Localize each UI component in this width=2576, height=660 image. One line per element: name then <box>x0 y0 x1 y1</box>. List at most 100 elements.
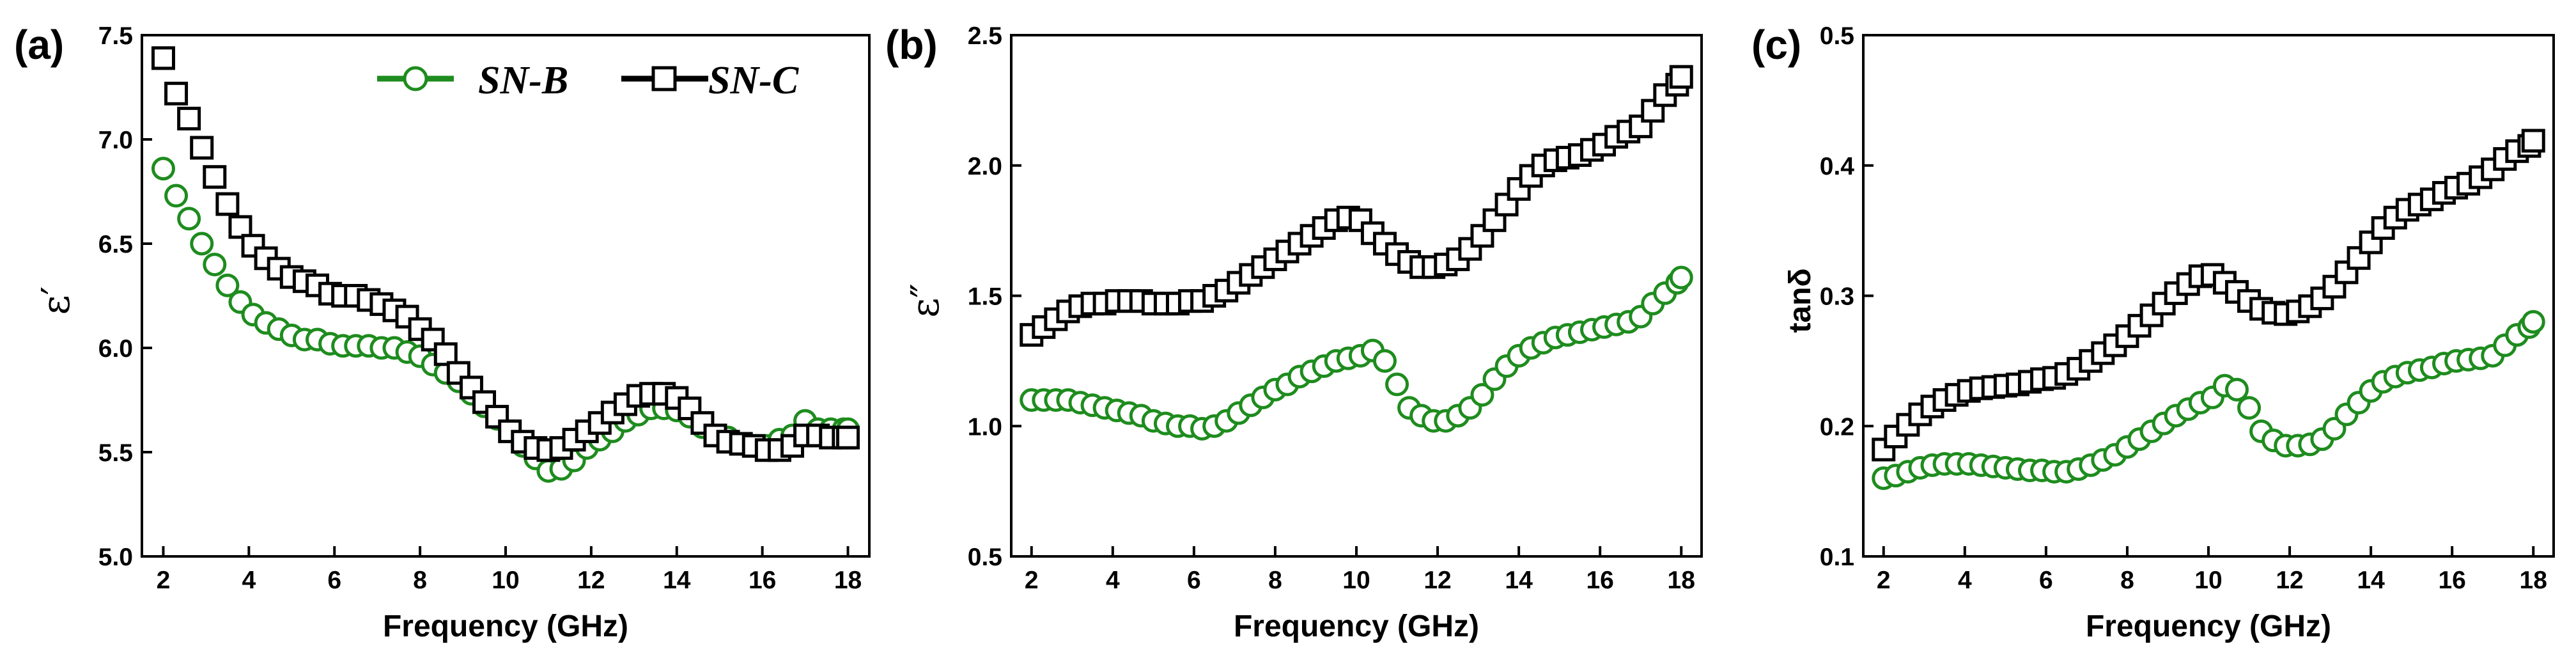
panel-b-x-ticks: 2 4 6 8 10 12 14 16 18 <box>1025 546 1695 594</box>
panel-c-x-tick-label: 16 <box>2438 567 2465 594</box>
panel-a-y-tick-label: 5.5 <box>98 439 133 467</box>
panel-c-x-axis-title: Frequency (GHz) <box>2086 609 2331 643</box>
panel-a-x-tick-label: 16 <box>749 567 776 594</box>
panel-b-sn-b-point <box>1470 382 1494 407</box>
panel-b-sn-b-point <box>1669 265 1693 290</box>
panel-a-x-tick-label: 14 <box>663 567 691 594</box>
panel-a-sn-c-point <box>241 233 265 258</box>
panel-a-x-tick-label: 2 <box>157 567 171 594</box>
panel-b-sn-c-point <box>1434 253 1458 277</box>
panel-c-sn-c-point <box>2521 129 2545 153</box>
panel-a-x-tick-label: 12 <box>577 567 605 594</box>
panel-b-y-tick-label: 2.5 <box>968 22 1002 50</box>
panel-b-y-tick-label: 0.5 <box>968 544 1002 571</box>
panel-a-series-sn-c <box>151 46 860 462</box>
panel-b-x-tick-label: 18 <box>1668 567 1695 594</box>
panel-c-x-tick-label: 8 <box>2120 567 2134 594</box>
panel-c-sn-b-point <box>2521 310 2545 334</box>
panel-b-sn-b-point <box>1385 372 1409 397</box>
panel-c: (c) tanδ 0.10.20.30.40.5 2 4 6 8 10 12 14 16 18 … <box>1751 22 2555 643</box>
panel-a-sn-c-point <box>836 425 860 450</box>
panel-b-sn-c-point <box>1507 177 1531 201</box>
panel-c-x-tick-label: 18 <box>2520 567 2547 594</box>
panel-a-y-tick-label: 7.5 <box>98 22 133 50</box>
panel-c-label: (c) <box>1751 22 1801 68</box>
panel-c-x-tick-label: 10 <box>2194 567 2222 594</box>
panel-a-label: (a) <box>14 22 64 68</box>
panel-b-y-axis-title: ε″ <box>903 283 948 318</box>
panel-b-series-sn-c <box>1020 65 1693 347</box>
panel-c-y-tick-label: 0.3 <box>1820 283 1854 311</box>
panel-a-sn-c-point <box>215 192 240 216</box>
panel-b-y-tick-label: 2.0 <box>968 153 1002 180</box>
panel-c-x-tick-label: 12 <box>2276 567 2303 594</box>
panel-c-y-tick-label: 0.4 <box>1820 153 1855 180</box>
panel-a-sn-c-point <box>177 106 201 130</box>
panel-a-x-tick-label: 6 <box>327 567 341 594</box>
panel-a-x-tick-label: 18 <box>834 567 862 594</box>
panel-b-x-tick-label: 16 <box>1586 567 1613 594</box>
panel-b-y-tick-label: 1.5 <box>968 283 1002 311</box>
panel-b-sn-b-point <box>1372 349 1397 373</box>
panel-a-y-tick-label: 5.0 <box>98 544 133 571</box>
panel-a-sn-c-point <box>228 215 252 239</box>
panel-c-x-tick-label: 4 <box>1958 567 1972 594</box>
panel-b-x-axis-title: Frequency (GHz) <box>1234 609 1479 643</box>
panel-c-plot-frame <box>1862 34 2555 558</box>
legend-sn-c-marker <box>651 66 677 91</box>
panel-b-sn-c-point <box>1458 237 1482 261</box>
panel-a-sn-b-point <box>203 253 227 277</box>
panel-a-plot-frame <box>141 34 871 558</box>
panel-b-x-tick-label: 6 <box>1187 567 1201 594</box>
panel-a-sn-b-point <box>164 184 189 208</box>
panel-b-x-tick-label: 10 <box>1342 567 1370 594</box>
panel-c-x-tick-label: 6 <box>2039 567 2053 594</box>
panel-a-sn-c-point <box>433 342 458 366</box>
panel-a-x-tick-label: 8 <box>413 567 427 594</box>
panel-c-y-axis-title: tanδ <box>1783 268 1817 333</box>
panel-b-x-tick-label: 12 <box>1424 567 1451 594</box>
panel-a-sn-c-point <box>151 46 175 70</box>
panel-c-sn-b-point <box>2224 377 2249 402</box>
legend-sn-b-marker <box>403 66 428 91</box>
panel-a-x-axis-title: Frequency (GHz) <box>383 609 628 643</box>
panel-a-sn-b-point <box>177 207 201 231</box>
panel-a-sn-c-point <box>203 165 227 189</box>
panel-b-y-ticks: 0.5 1.0 1.5 2.0 2.5 <box>968 22 1021 571</box>
panel-a-y-axis-title: ε′ <box>34 287 79 315</box>
panel-c-y-tick-label: 0.1 <box>1820 544 1854 571</box>
panel-b-x-tick-label: 14 <box>1505 567 1533 594</box>
panel-b-x-tick-label: 4 <box>1106 567 1120 594</box>
panel-a-sn-b-point <box>190 232 214 256</box>
panel-c-x-tick-label: 14 <box>2357 567 2385 594</box>
panel-a-x-ticks: 2 4 6 8 10 12 14 16 18 <box>157 546 862 594</box>
panel-b-x-tick-label: 2 <box>1025 567 1039 594</box>
panel-b: (b) ε″ 0.5 1.0 1.5 2.0 2.5 2 4 6 8 10 12 14 16 18 Fr… <box>885 22 1703 643</box>
panel-c-y-tick-label: 0.5 <box>1820 22 1854 50</box>
panel-c-x-ticks: 2 4 6 8 10 12 14 16 18 <box>1877 546 2547 594</box>
panel-a-y-tick-label: 6.5 <box>98 231 133 258</box>
panel-a-sn-c-point <box>190 136 214 160</box>
legend-sn-b-label: SN-B <box>478 59 568 102</box>
panel-a-sn-b-point <box>151 157 175 181</box>
panel-a: (a) ε′ 5.0 5.5 6.0 6.5 7.0 7.5 2 4 6 8 10 12 14 16 18… <box>14 22 871 643</box>
panel-a-sn-c-point <box>164 81 189 106</box>
panel-b-x-tick-label: 8 <box>1268 567 1282 594</box>
panel-a-sn-c-point <box>678 397 702 421</box>
panel-b-sn-c-point <box>1669 65 1693 89</box>
panel-c-x-tick-label: 2 <box>1877 567 1891 594</box>
panel-a-x-tick-label: 4 <box>242 567 256 594</box>
panel-c-series-sn-b <box>1872 310 2545 491</box>
legend-sn-c-label: SN-C <box>708 59 799 102</box>
panel-c-sn-c-point <box>1872 437 1896 462</box>
panel-c-sn-b-point <box>2237 396 2262 420</box>
panel-c-series-sn-c <box>1872 129 2545 462</box>
panel-a-sn-b-point <box>215 273 240 297</box>
panel-a-y-tick-label: 6.0 <box>98 335 133 363</box>
panel-a-y-tick-label: 7.0 <box>98 127 133 154</box>
panel-a-x-tick-label: 10 <box>492 567 519 594</box>
panel-c-y-tick-label: 0.2 <box>1820 413 1854 441</box>
panel-b-series-sn-b <box>1020 265 1693 441</box>
panel-c-y-ticks: 0.1 0.2 0.3 0.4 0.5 <box>1820 22 1874 571</box>
